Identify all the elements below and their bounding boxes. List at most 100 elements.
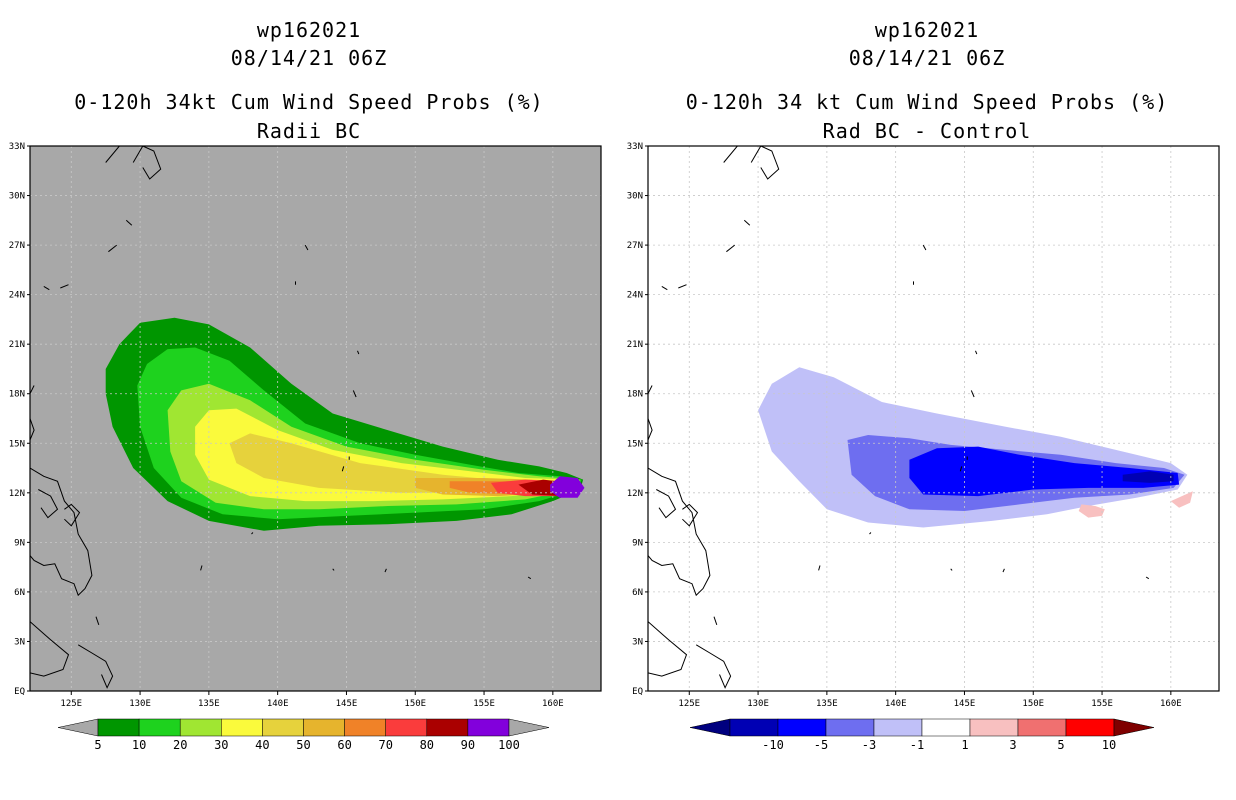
x-tick-label: 155E [473, 699, 495, 709]
colorbar-swatch [969, 718, 1019, 737]
coastline [527, 576, 532, 580]
colorbar-label: 5 [94, 738, 101, 752]
x-tick-label: 125E [60, 699, 82, 709]
contour-level-3 [1078, 504, 1105, 518]
x-tick-label: 130E [747, 699, 769, 709]
contour-level-neg10 [1122, 471, 1174, 483]
y-tick-label: 9N [632, 538, 643, 548]
y-tick-label: 24N [627, 291, 643, 301]
colorbar: 5 10 20 30 40 50 60 70 80 90 100 [57, 718, 550, 752]
right-title: 0-120h 34 kt Cum Wind Speed Probs (%) [685, 90, 1169, 114]
coastline [975, 350, 978, 355]
coastline [661, 285, 668, 291]
colorbar-label: 70 [378, 738, 392, 752]
x-tick-label: 140E [885, 699, 907, 709]
coastline [64, 503, 81, 527]
coastline [869, 532, 872, 535]
y-tick-label: 27N [9, 241, 25, 251]
colorbar-label: 40 [255, 738, 269, 752]
coastline [723, 146, 738, 163]
coastline [818, 565, 821, 571]
y-tick-label: 9N [14, 538, 25, 548]
right-subtitle: Rad BC - Control [822, 119, 1032, 143]
colorbar-label: -5 [814, 738, 828, 752]
y-tick-label: 12N [9, 489, 25, 499]
colorbar-label: 3 [1009, 738, 1016, 752]
coastline [132, 146, 162, 180]
left-subtitle: Radii BC [256, 119, 362, 143]
contour-level-3 [1170, 491, 1193, 508]
colorbar-label: 20 [173, 738, 187, 752]
colorbar-swatch [777, 718, 827, 737]
left-title: 0-120h 34kt Cum Wind Speed Probs (%) [74, 90, 544, 114]
y-tick-label: 15N [9, 439, 25, 449]
colorbar-over-arrow [508, 718, 550, 737]
y-tick-label: 24N [9, 291, 25, 301]
contour-level-neg5 [909, 446, 1180, 497]
y-tick-label: 33N [627, 142, 643, 152]
coastline [30, 621, 70, 677]
x-tick-label: 155E [1091, 699, 1113, 709]
y-tick-label: EQ [632, 687, 643, 697]
coastline [648, 385, 653, 394]
coastline [726, 244, 736, 253]
y-tick-label: 18N [627, 390, 643, 400]
colorbar-swatch [1017, 718, 1067, 737]
colorbar-label: -10 [762, 738, 784, 752]
coastline [30, 467, 93, 597]
y-tick-label: 33N [9, 142, 25, 152]
coastline [648, 467, 711, 597]
colorbar-label: -3 [862, 738, 876, 752]
y-tick-label: 21N [9, 340, 25, 350]
colorbar-swatch [467, 718, 510, 737]
map-frame [29, 145, 602, 692]
colorbar-swatch [179, 718, 222, 737]
coastline [922, 244, 927, 251]
y-tick-label: 12N [627, 489, 643, 499]
x-tick-label: 140E [267, 699, 289, 709]
colorbar-swatch [873, 718, 923, 737]
left-storm-id: wp162021 [256, 18, 362, 42]
grid-lines [30, 145, 601, 692]
coastline [950, 568, 953, 571]
coastline [682, 503, 699, 527]
y-tick-label: 18N [9, 390, 25, 400]
colorbar-swatch [303, 718, 345, 737]
x-tick-label: 135E [816, 699, 838, 709]
colorbar-label: 100 [498, 738, 520, 752]
coastline [95, 616, 100, 626]
colorbar-swatch [138, 718, 181, 737]
coastline [105, 146, 120, 163]
left-datetime: 08/14/21 06Z [230, 46, 388, 70]
x-tick-label: 145E [954, 699, 976, 709]
y-tick-label: 27N [627, 241, 643, 251]
contour-level-40 [229, 433, 567, 493]
colorbar-label: -1 [910, 738, 924, 752]
x-tick-label: 160E [1160, 699, 1182, 709]
coastline [750, 146, 780, 180]
coastline [251, 532, 254, 535]
colorbar-label: 30 [214, 738, 228, 752]
colorbar-swatch [221, 718, 263, 737]
colorbar-label: 5 [1057, 738, 1064, 752]
y-tick-label: 6N [14, 588, 25, 598]
colorbar-label: 50 [296, 738, 310, 752]
coastlines [648, 146, 1150, 689]
y-tick-label: 6N [632, 588, 643, 598]
colorbar-swatch [385, 718, 428, 737]
y-tick-label: 3N [632, 637, 643, 647]
colorbar-label: 10 [132, 738, 146, 752]
colorbar-swatch [921, 718, 971, 737]
x-tick-label: 135E [198, 699, 220, 709]
coastline [60, 284, 69, 289]
panel-radii-bc: 125E 130E 135E 140E 145E 150E 155E 160E EQ 3N 6N 9N… [9, 142, 602, 752]
colorbar-label: 10 [1102, 738, 1116, 752]
coastline [304, 244, 309, 251]
y-tick-label: 15N [627, 439, 643, 449]
contour-layer [105, 317, 585, 531]
y-tick-label: 30N [627, 192, 643, 202]
x-tick-label: 150E [1022, 699, 1044, 709]
colorbar: -10 -5 -3 -1 1 3 5 10 [689, 718, 1155, 752]
colorbar-swatch [97, 718, 140, 737]
